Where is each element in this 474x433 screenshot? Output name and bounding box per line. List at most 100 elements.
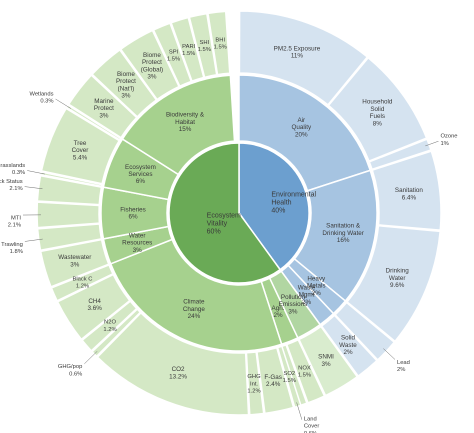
issue-label-pollution-emissions: Pollution Emissions 3%	[279, 294, 308, 315]
indicator-snmi	[297, 325, 359, 397]
indicator-label-grasslands: Grasslands0.3%	[0, 163, 25, 176]
indicator-label-biome-protect-global-line: Biome	[143, 52, 161, 59]
indicator-label-grasslands-line: 0.3%	[12, 170, 25, 176]
issue-label-climate-change-line: Change	[183, 306, 206, 313]
indicator-ghg-int	[245, 351, 265, 416]
indicator-label-biome-protect-global: Biome Protect (Global) 3%	[141, 52, 163, 81]
indicator-label-f-gas: F-Gas 2.4%	[264, 374, 282, 388]
leader-line	[296, 402, 303, 420]
indicator-wetlands	[65, 104, 122, 141]
issue-label-heavy-metals-line: 2%	[312, 290, 322, 297]
leader-line	[55, 98, 71, 109]
indicator-label-household-solid-fuels-line: Fuels	[370, 113, 385, 120]
indicator-pari	[170, 16, 205, 83]
indicator-label-n2o: N2O 1.2%	[103, 320, 116, 333]
indicator-label-land-cover-line: Land	[304, 416, 317, 422]
indicator-label-drinking-water: Drinking Water 9.6%	[386, 268, 410, 289]
indicator-ring	[36, 10, 442, 416]
issue-label-air-quality-line: 20%	[295, 131, 308, 138]
indicator-ghg-pop	[91, 308, 142, 358]
issue-label-air-quality-line: Quality	[292, 124, 312, 131]
leader-line	[425, 140, 439, 147]
indicator-label-marine-protect-line: Protect	[94, 105, 114, 112]
indicator-label-ghg-int: GHG Int. 1.2%	[247, 374, 261, 394]
issue-label-water-resources: Water Resources 3%	[122, 232, 152, 253]
indicator-co2	[96, 311, 250, 416]
indicator-grasslands	[39, 171, 103, 188]
indicator-label-drinking-water-line: Water	[389, 275, 406, 282]
indicator-label-spi: SPI 1.5%	[167, 49, 180, 62]
indicator-label-spi-line: SPI	[169, 49, 179, 55]
indicator-mti	[36, 201, 101, 229]
indicator-biome-protect-nat-l	[91, 48, 158, 118]
indicator-stock-status	[36, 174, 103, 206]
indicator-label-biome-protect-global-line: Protect	[142, 59, 162, 66]
indicator-label-mti: MTI 2.1%	[8, 215, 22, 228]
indicator-label-wastewater: Wastewater 3%	[58, 254, 91, 268]
indicator-label-co2-line: 13.2%	[169, 373, 187, 380]
indicator-label-solid-waste-line: Solid	[341, 335, 355, 342]
indicator-label-stock-status-line: Stock Status	[0, 179, 23, 185]
indicator-label-lead-line: 2%	[397, 367, 405, 373]
indicator-label-co2: CO2 13.2%	[169, 366, 187, 380]
indicator-n2o	[81, 300, 138, 352]
indicator-label-marine-protect-line: Marine	[94, 98, 114, 105]
objective-label-environmental-health-line: Environmental	[271, 191, 316, 198]
objective-ecosystem-vitality	[168, 142, 282, 284]
indicator-label-bhi: BHI 1.5%	[214, 37, 227, 50]
issue-label-climate-change: Climate Change 24%	[183, 299, 206, 320]
indicator-label-ozone-line: 1%	[440, 141, 448, 147]
leader-line	[27, 170, 45, 175]
issue-label-climate-change-line: 24%	[188, 313, 201, 320]
issue-label-sanitation-and-drinking-water: Sanitation & Drinking Water 16%	[322, 223, 363, 244]
indicator-label-ghg-pop-line: GHG/pop	[58, 364, 83, 370]
issue-label-agriculture: Agri. 2%	[272, 305, 285, 319]
indicator-sanitation	[371, 150, 442, 231]
indicator-label-snmi: SNMI 3%	[318, 354, 334, 368]
indicator-label-biome-protect-nat-l-line: Protect	[116, 78, 136, 85]
issue-label-biodiversity-and-habitat-line: 15%	[179, 126, 192, 133]
issue-label-fisheries: Fisheries 6%	[120, 206, 146, 220]
issue-label-ecosystem-services-line: Ecosystem	[125, 164, 156, 171]
issue-biodiversity-and-habitat	[121, 74, 236, 176]
indicator-label-biome-protect-nat-l-line: 3%	[121, 93, 131, 100]
indicator-label-shi: SHI 1.5%	[198, 40, 211, 53]
indicator-label-household-solid-fuels-line: Solid	[370, 106, 384, 113]
chart-labels: Environmental Health 40% Air Quality 20% PM2.5…	[0, 37, 458, 433]
issue-label-pollution-emissions-line: Emissions	[279, 301, 308, 308]
objective-label-environmental-health-line: Health	[271, 199, 291, 206]
indicator-label-n2o-line: 1.2%	[103, 327, 116, 333]
indicator-label-trawling: Trawling 1.8%	[1, 242, 23, 255]
objective-label-ecosystem-vitality-line: Ecosystem	[207, 212, 241, 219]
indicator-label-mti-line: 2.1%	[8, 223, 21, 229]
indicator-label-ozone: Ozone 1%	[440, 134, 457, 147]
indicator-label-pari-line: PARI	[182, 44, 195, 50]
indicator-label-solid-waste-line: Waste	[339, 342, 357, 349]
indicator-label-solid-waste: Solid Waste 2%	[339, 335, 357, 356]
issue-label-biodiversity-and-habitat-line: Habitat	[175, 119, 195, 126]
indicator-label-snmi-line: 3%	[321, 361, 331, 368]
indicator-label-biome-protect-nat-l-line: (Nat'l)	[118, 85, 135, 92]
indicator-label-pm2-5-exposure-line: 11%	[291, 53, 304, 60]
indicator-label-so2-line: 1.5%	[283, 378, 296, 384]
indicator-drinking-water	[346, 224, 441, 343]
indicator-label-wastewater-line: 3%	[70, 261, 80, 268]
indicator-label-ghg-int-line: GHG	[247, 374, 261, 380]
indicator-label-sanitation-line: 6.4%	[402, 194, 417, 201]
indicator-label-household-solid-fuels: Household Solid Fuels 8%	[362, 99, 393, 128]
indicator-label-black-c: Black C 1.2%	[73, 276, 93, 289]
indicator-label-land-cover-line: 0.6%	[304, 431, 317, 433]
indicator-label-ch4-line: 3.6%	[87, 305, 102, 312]
issue-label-heavy-metals-line: Metals	[307, 283, 326, 290]
indicator-label-trawling-line: Trawling	[1, 242, 23, 248]
indicator-label-nox-line: 1.5%	[298, 373, 311, 379]
objective-label-ecosystem-vitality-line: Vitality	[207, 221, 228, 228]
issue-label-waste-mgmt-line: 2%	[302, 299, 312, 306]
indicator-label-stock-status-line: 2.1%	[9, 186, 22, 192]
indicator-label-ghg-pop: GHG/pop 0.6%	[58, 364, 83, 377]
objective-label-ecosystem-vitality: Ecosystem Vitality 60%	[207, 212, 241, 235]
indicator-label-bhi-line: 1.5%	[214, 45, 227, 51]
issue-label-climate-change-line: Climate	[183, 299, 205, 306]
